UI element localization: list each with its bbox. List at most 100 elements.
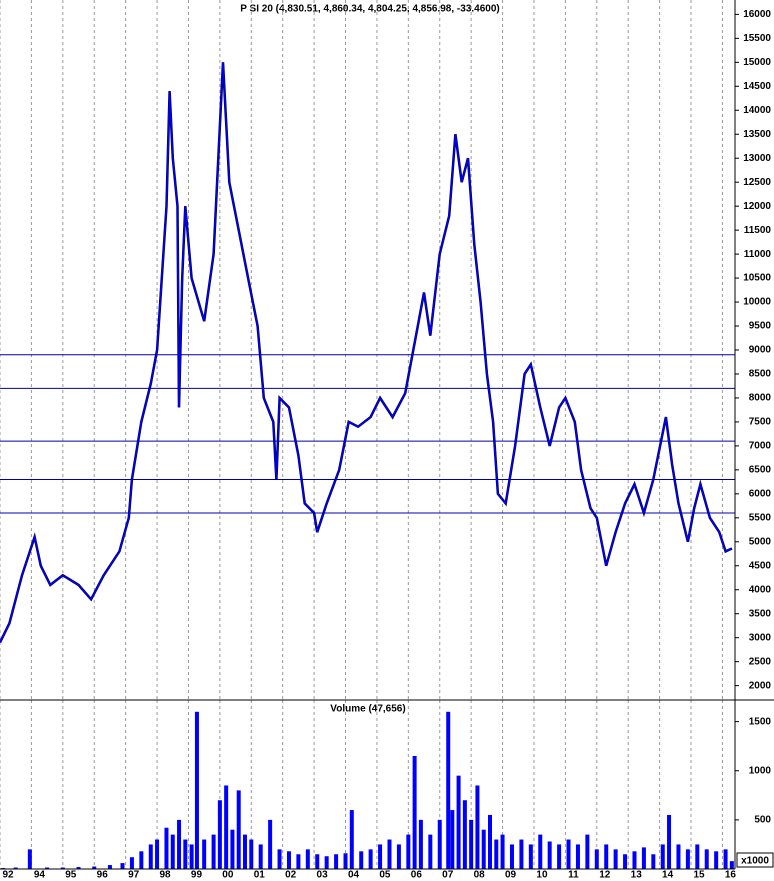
- volume-bar: [60, 867, 65, 869]
- unit-box: [736, 852, 774, 868]
- volume-bar: [120, 863, 125, 869]
- volume-bar: [249, 839, 254, 869]
- volume-bar: [714, 851, 719, 869]
- volume-bar: [676, 844, 681, 869]
- volume-bar: [334, 854, 339, 869]
- x-tick-label: 94: [34, 870, 46, 881]
- volume-bar: [349, 810, 354, 869]
- volume-bar: [92, 866, 97, 869]
- y-tick-label: 11500: [744, 225, 772, 236]
- x-tick-label: 00: [222, 870, 234, 881]
- y-tick-label: 2000: [749, 680, 772, 691]
- volume-bar: [623, 854, 628, 869]
- volume-bar: [324, 856, 329, 869]
- volume-bar: [236, 790, 241, 869]
- volume-bar: [500, 834, 505, 869]
- y-tick-label: 12500: [743, 177, 771, 188]
- x-tick-label: 16: [725, 870, 737, 881]
- x-tick-label: 10: [536, 870, 548, 881]
- volume-bar: [76, 867, 81, 869]
- volume-bar: [286, 851, 291, 869]
- volume-bar: [277, 849, 282, 869]
- chart-title: P SI 20 (4,830.51, 4,860.34, 4,804.25, 4…: [240, 4, 499, 15]
- x-tick-label: 13: [631, 870, 643, 881]
- volume-bar: [45, 867, 50, 869]
- x-tick-label: 97: [128, 870, 140, 881]
- volume-bar: [387, 839, 392, 869]
- y-tick-label: 8000: [749, 393, 772, 404]
- x-tick-label: 11: [568, 870, 579, 881]
- volume-bar: [183, 839, 188, 869]
- y-tick-label: 5000: [749, 536, 772, 547]
- volume-bar: [418, 819, 423, 869]
- volume-bar: [437, 819, 442, 869]
- x-tick-label: 04: [348, 870, 360, 881]
- y-tick-label: 10500: [743, 273, 771, 284]
- volume-bar: [456, 775, 461, 869]
- x-tick-label: 95: [65, 870, 77, 881]
- y-tick-label: 14500: [743, 81, 771, 92]
- y-tick-label: 7500: [749, 417, 772, 428]
- volume-bar: [129, 857, 134, 869]
- volume-bar: [378, 844, 383, 869]
- price-line: [0, 62, 733, 643]
- x-tick-label: 14: [662, 870, 674, 881]
- unit-label: x1000: [741, 856, 769, 867]
- x-tick-label: 07: [442, 870, 454, 881]
- volume-bar: [155, 839, 160, 869]
- y-tick-label: 13000: [743, 153, 771, 164]
- x-tick-label: 02: [285, 870, 297, 881]
- volume-bar: [315, 854, 320, 869]
- volume-bar: [224, 785, 229, 869]
- volume-bar: [723, 849, 728, 869]
- volume-bar: [475, 785, 480, 869]
- volume-bar: [343, 853, 348, 869]
- x-tick-label: 01: [254, 870, 266, 881]
- volume-bar: [729, 861, 734, 869]
- volume-bar: [704, 849, 709, 869]
- volume-bar: [528, 844, 533, 869]
- y-tick-label: 2500: [749, 656, 772, 667]
- x-tick-label: 12: [599, 870, 611, 881]
- volume-bar: [13, 867, 18, 869]
- x-tick-label: 09: [505, 870, 517, 881]
- volume-bar: [660, 844, 665, 869]
- volume-bar: [148, 844, 153, 869]
- volume-bar: [594, 849, 599, 869]
- volume-bar: [258, 844, 263, 869]
- volume-bar: [481, 829, 486, 869]
- volume-bar: [243, 834, 247, 869]
- y-tick-label: 15000: [743, 57, 771, 68]
- x-tick-label: 03: [317, 870, 329, 881]
- volume-bar: [450, 810, 455, 869]
- y-tick-label: 15500: [743, 33, 771, 44]
- y-tick-label: 12000: [743, 201, 771, 212]
- y-tick-label: 10000: [743, 297, 771, 308]
- y-tick-label: 4000: [749, 584, 772, 595]
- volume-bar: [296, 854, 301, 869]
- volume-bar: [509, 844, 514, 869]
- volume-bar: [194, 711, 199, 869]
- y-tick-label: 6500: [749, 465, 772, 476]
- volume-bar: [268, 819, 273, 869]
- y-tick-label: 14000: [743, 105, 771, 116]
- y-tick-label: 8500: [749, 369, 772, 380]
- y-tick-label: 5500: [749, 512, 772, 523]
- volume-bar: [189, 844, 194, 869]
- volume-bar: [632, 851, 637, 869]
- volume-title: Volume (47,656): [330, 704, 405, 715]
- volume-bar: [488, 814, 492, 869]
- x-tick-label: 15: [693, 870, 705, 881]
- volume-bar: [217, 800, 222, 869]
- volume-bar: [305, 849, 310, 869]
- volume-bar: [202, 839, 207, 869]
- volume-bar: [667, 814, 672, 869]
- volume-bar: [107, 865, 112, 869]
- volume-bar: [170, 834, 175, 869]
- volume-bar: [462, 800, 467, 869]
- y-tick-label: 9500: [749, 321, 772, 332]
- volume-bar: [446, 711, 451, 869]
- volume-bar: [585, 834, 590, 869]
